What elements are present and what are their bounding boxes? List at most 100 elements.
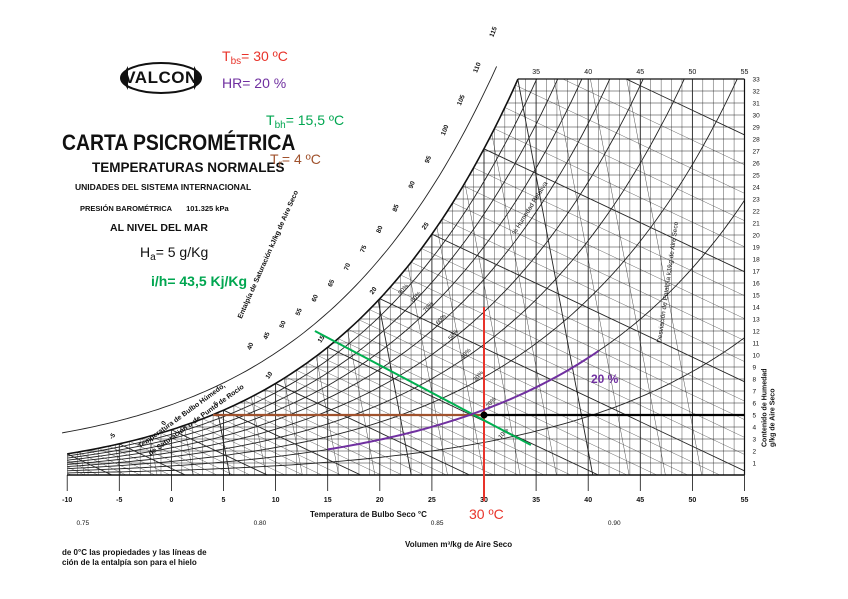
wet-bulb-line bbox=[504, 107, 745, 475]
y-tick-label: 26 bbox=[753, 161, 761, 168]
annotation-tbs-symbol: T bbox=[222, 48, 231, 64]
rh-label: 90% bbox=[398, 283, 411, 296]
wet-bulb-tick-label: 15 bbox=[317, 334, 327, 344]
y-tick-label: 5 bbox=[753, 413, 757, 420]
wet-bulb-line bbox=[306, 362, 545, 475]
enthalpy-tick-label: 115 bbox=[488, 26, 499, 39]
wet-bulb-line bbox=[181, 426, 286, 475]
volume-line bbox=[481, 79, 557, 475]
wet-bulb-line bbox=[400, 274, 745, 475]
y-tick-label: 18 bbox=[753, 257, 761, 264]
volume-tick-label: 0.75 bbox=[77, 520, 90, 527]
y-tick-label: 13 bbox=[753, 317, 761, 324]
rh-label: 50% bbox=[448, 328, 461, 341]
annotation-tbh-text: = 15,5 ºC bbox=[285, 112, 345, 128]
volume-tick-label: 0.85 bbox=[431, 520, 444, 527]
rh-curve bbox=[67, 79, 745, 459]
units-label: UNIDADES DEL SISTEMA INTERNACIONAL bbox=[75, 182, 252, 192]
wet-bulb-line bbox=[379, 298, 745, 475]
x-tick-label: 25 bbox=[428, 497, 436, 504]
pressure-value: 101.325 kPa bbox=[186, 204, 229, 213]
rh-curve bbox=[67, 79, 745, 457]
wet-bulb-line bbox=[338, 338, 628, 475]
enthalpy-tick-label: 85 bbox=[392, 203, 401, 213]
y-tick-label: 31 bbox=[753, 101, 761, 108]
annotation-tbs-text: = 30 ºC bbox=[241, 48, 288, 64]
psychrometric-chart: -10-505101520253035404550553540455055123… bbox=[62, 26, 777, 527]
enthalpy-scale-line bbox=[62, 66, 498, 434]
y-tick-label: 14 bbox=[753, 305, 761, 312]
volume-line bbox=[626, 79, 702, 475]
y-tick-label: 9 bbox=[753, 365, 757, 372]
top-x-tick-label: 55 bbox=[741, 69, 749, 76]
x-tick-label: 50 bbox=[689, 497, 697, 504]
enthalpy-tick-label: 70 bbox=[343, 262, 352, 272]
volume-line bbox=[553, 79, 630, 475]
x-tick-label: 0 bbox=[169, 497, 173, 504]
wet-bulb-line bbox=[192, 422, 304, 475]
annotation-hr: HR= 20 % bbox=[222, 75, 287, 91]
annotation-bottom-temp: 30 ºC bbox=[469, 506, 504, 522]
y-tick-label: 4 bbox=[753, 425, 757, 432]
volume-tick-label: 0.80 bbox=[254, 520, 267, 527]
top-x-tick-label: 50 bbox=[689, 69, 697, 76]
top-x-tick-label: 40 bbox=[584, 69, 592, 76]
x-tick-label: 20 bbox=[376, 497, 384, 504]
y-tick-label: 29 bbox=[753, 125, 761, 132]
annotation-tbh-symbol: T bbox=[266, 112, 275, 128]
y-tick-label: 23 bbox=[753, 197, 761, 204]
wet-bulb-line bbox=[515, 84, 745, 475]
pressure-label: PRESIÓN BAROMÉTRICA 101.325 kPa bbox=[80, 204, 229, 213]
annotation-ha-sub: a bbox=[150, 252, 156, 263]
wet-bulb-line bbox=[473, 167, 745, 475]
x-tick-label: 10 bbox=[272, 497, 280, 504]
wet-bulb-line bbox=[431, 233, 745, 475]
y-tick-label: 33 bbox=[753, 77, 761, 84]
wet-bulb-line bbox=[494, 128, 745, 475]
volume-tick-label: 0.90 bbox=[608, 520, 621, 527]
pressure-label-text: PRESIÓN BAROMÉTRICA bbox=[80, 204, 173, 213]
bottom-note-line2: ción de la entalpía son para el hielo bbox=[62, 558, 197, 567]
wet-bulb-line bbox=[129, 441, 201, 475]
y-tick-label: 2 bbox=[753, 449, 757, 456]
volume-line bbox=[517, 79, 594, 475]
wet-bulb-line bbox=[213, 414, 342, 475]
y-tick-label: 15 bbox=[753, 293, 761, 300]
wet-bulb-line bbox=[390, 287, 745, 475]
x-tick-label: 35 bbox=[532, 497, 540, 504]
wet-bulb-tick-label: 5 bbox=[212, 400, 220, 407]
enthalpy-tick-label: 95 bbox=[424, 155, 433, 165]
annotation-ha-text: = 5 g/Kg bbox=[155, 244, 209, 260]
rh-highlight-curve bbox=[327, 350, 600, 451]
rh-curve bbox=[67, 337, 745, 474]
annotation-tbs: Tbs= 30 ºC bbox=[222, 48, 288, 67]
y-tick-label: 16 bbox=[753, 281, 761, 288]
y-tick-label: 27 bbox=[753, 149, 761, 156]
enthalpy-tick-label: 80 bbox=[375, 225, 384, 235]
y-tick-label: 6 bbox=[753, 401, 757, 408]
state-point bbox=[480, 411, 488, 419]
annotation-tr-sub: r bbox=[278, 159, 282, 170]
valcon-logo: VALCON bbox=[120, 58, 202, 98]
wet-bulb-line bbox=[296, 370, 519, 475]
annotation-tr: Tr= 4 ºC bbox=[270, 151, 321, 170]
enthalpy-tick-label: 65 bbox=[327, 278, 336, 288]
y-tick-label: 24 bbox=[753, 185, 761, 192]
annotation-ha: Ha= 5 g/Kg bbox=[140, 244, 208, 263]
annotation-tr-text: = 4 ºC bbox=[281, 151, 321, 167]
wet-bulb-line bbox=[223, 409, 361, 475]
y-tick-label: 32 bbox=[753, 89, 761, 96]
y-axis-title: Contenido de Humedad bbox=[762, 368, 769, 447]
x-tick-label: -10 bbox=[62, 497, 72, 504]
rh-title: % Humedad Relativa bbox=[511, 180, 549, 236]
wet-bulb-line bbox=[483, 148, 745, 475]
enthalpy-tick-label: 110 bbox=[472, 61, 483, 74]
rh-curve bbox=[67, 79, 745, 465]
y-tick-label: 1 bbox=[753, 461, 757, 468]
enthalpy-tick-label: 60 bbox=[311, 293, 320, 303]
wet-bulb-line bbox=[452, 202, 745, 475]
wet-bulb-line bbox=[442, 218, 745, 475]
annotation-ha-symbol: H bbox=[140, 244, 151, 260]
enthalpy-tick-label: 75 bbox=[359, 244, 368, 254]
wet-bulb-title: Temperatura de Bulbo Húmedo, bbox=[137, 382, 227, 450]
